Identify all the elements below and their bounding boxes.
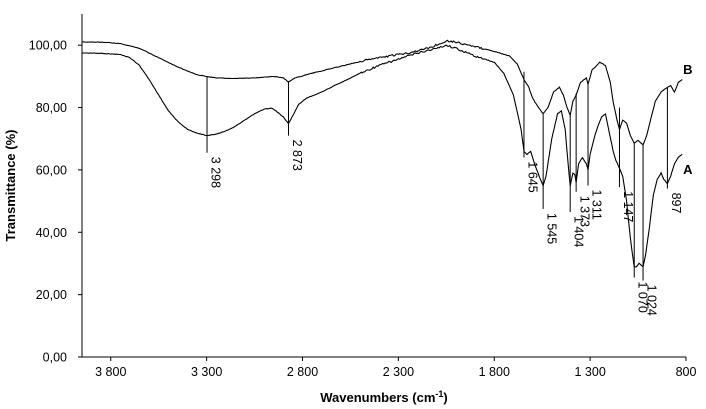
x-tick-label: 3 800 — [95, 365, 126, 379]
y-tick-label: 40,00 — [36, 226, 67, 240]
y-tick-label: 100,00 — [29, 39, 67, 53]
peak-label: 2 873 — [290, 140, 304, 171]
peak-label: 1 404 — [572, 216, 586, 247]
x-axis-ticks: 3 800 3 300 2 800 2 300 1 800 1 300 800 — [95, 357, 696, 379]
y-tick-label: 60,00 — [36, 163, 67, 177]
x-tick-label: 2 300 — [383, 365, 414, 379]
peak-label: 1 645 — [526, 161, 540, 192]
peak-label: 1 147 — [621, 191, 635, 222]
x-axis-title: Wavenumbers (cm-1) — [320, 389, 447, 405]
peak-label: 1 373 — [578, 196, 592, 227]
x-tick-label: 800 — [676, 365, 697, 379]
x-tick-label: 1 300 — [574, 365, 605, 379]
peak-label: 1 024 — [645, 285, 659, 316]
x-tick-label: 1 800 — [479, 365, 510, 379]
series-line-A — [81, 44, 683, 268]
series-label-A: A — [683, 162, 693, 177]
y-axis-title: Transmittance (%) — [3, 130, 18, 242]
series-label-B: B — [683, 62, 692, 77]
series-line-B — [81, 39, 683, 146]
x-axis-title-close: ) — [443, 390, 447, 405]
x-axis-title-sup: -1 — [435, 389, 443, 399]
peak-label: 1 311 — [590, 190, 604, 220]
peak-label: 1 545 — [545, 213, 559, 244]
peak-label: 897 — [669, 193, 683, 214]
series-labels: AB — [683, 62, 693, 177]
x-axis-title-main: Wavenumbers (cm — [320, 390, 435, 405]
y-tick-label: 20,00 — [36, 288, 67, 302]
y-tick-label: 80,00 — [36, 101, 67, 115]
y-axis-ticks: 0,00 20,00 40,00 60,00 80,00 100,00 — [29, 39, 82, 365]
x-tick-label: 3 300 — [191, 365, 222, 379]
peak-label: 3 298 — [209, 157, 223, 188]
series-group — [81, 39, 683, 268]
peak-label: 1 070 — [636, 282, 650, 313]
y-tick-label: 0,00 — [43, 351, 67, 365]
x-tick-label: 2 800 — [287, 365, 318, 379]
